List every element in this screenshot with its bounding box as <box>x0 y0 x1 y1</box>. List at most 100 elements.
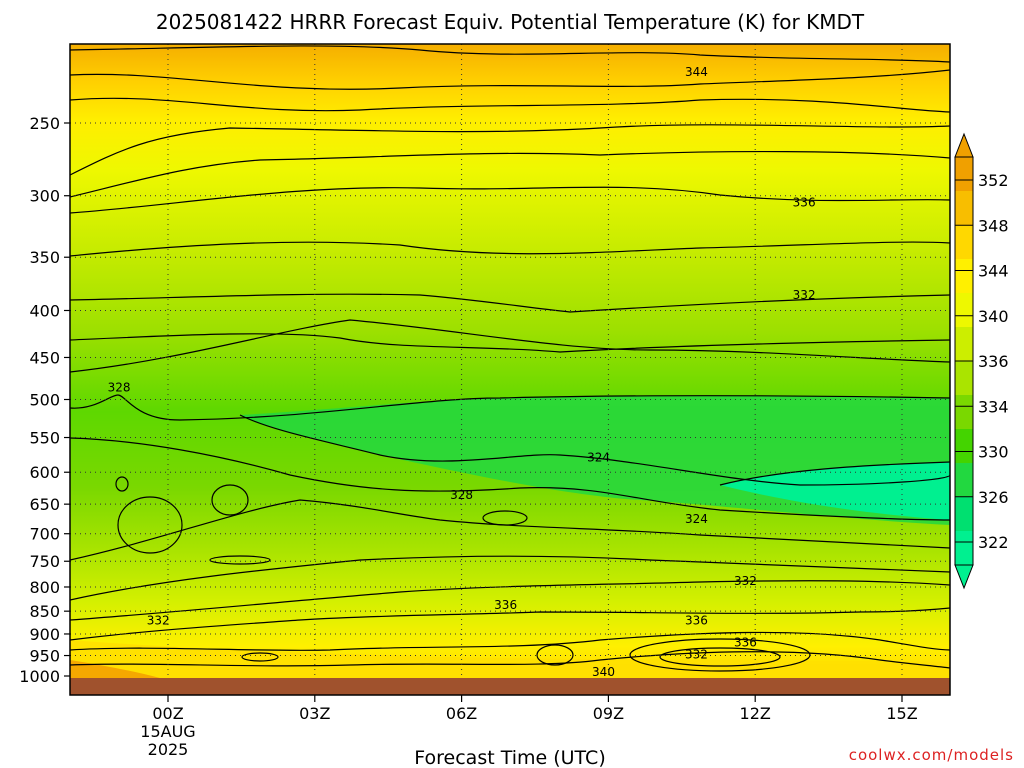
contour-line <box>70 607 950 641</box>
contour-line <box>70 437 950 521</box>
contour-label: 324 <box>587 450 610 464</box>
contour-line <box>70 97 950 113</box>
contour-closed <box>209 555 271 565</box>
colorbar-top-arrow <box>954 132 974 158</box>
contour-closed <box>629 638 811 672</box>
contour-line <box>70 394 950 421</box>
chart-title: 2025081422 HRRR Forecast Equiv. Potentia… <box>156 10 865 34</box>
contour-line <box>70 241 950 257</box>
colorbar-bottom-arrow <box>954 564 974 590</box>
field-core-322 <box>720 462 950 520</box>
y-tick-label: 900 <box>29 625 60 644</box>
colorbar-label: 326 <box>978 488 1009 507</box>
colorbar-label: 344 <box>978 262 1009 281</box>
y-tick-label: 1000 <box>19 667 60 686</box>
contour-label: 332 <box>734 574 757 588</box>
contour-label: 344 <box>685 65 708 79</box>
y-tick-label: 250 <box>29 114 60 133</box>
colorbar-label: 330 <box>978 443 1009 462</box>
ground-surface <box>70 678 950 695</box>
colorbar-label: 340 <box>978 307 1009 326</box>
credit-text: coolwx.com/models <box>849 746 1014 764</box>
x-tick-label: 09Z <box>593 704 624 723</box>
contour-line <box>239 414 950 486</box>
y-axis: 250 300 350 400 450 500 550 600 650 700 750 800 850 9… <box>19 114 70 686</box>
y-tick-label: 500 <box>29 391 60 410</box>
x-tick-label: 06Z <box>446 704 477 723</box>
contour-line <box>70 45 950 63</box>
colorbar-swatch <box>955 395 973 430</box>
contour-closed <box>241 652 279 662</box>
colorbar-swatch <box>955 463 973 498</box>
contour-closed <box>482 510 528 526</box>
contour-label: 332 <box>793 288 816 302</box>
contour-line <box>70 651 950 669</box>
y-tick-label: 550 <box>29 429 60 448</box>
y-tick-label: 750 <box>29 552 60 571</box>
x-tick-label: 15Z <box>886 704 917 723</box>
y-tick-label: 700 <box>29 525 60 544</box>
contour-label: 332 <box>147 613 170 627</box>
x-tick-label: 12Z <box>740 704 771 723</box>
y-tick-label: 800 <box>29 578 60 597</box>
colorbar-swatch <box>955 531 973 566</box>
grid-lines <box>70 44 950 678</box>
colorbar-swatch <box>955 497 973 532</box>
colorbar-swatch <box>955 157 973 192</box>
colorbar-label: 352 <box>978 171 1009 190</box>
colorbar-swatch <box>955 225 973 260</box>
contour-line <box>70 69 950 90</box>
y-tick-label: 350 <box>29 248 60 267</box>
contour-line <box>70 319 950 373</box>
contour-label: 336 <box>734 636 757 650</box>
colorbar-label: 334 <box>978 397 1009 416</box>
contour-closed <box>659 647 781 667</box>
contour-line <box>70 150 950 198</box>
contour-line <box>70 499 950 561</box>
contour-label: 336 <box>793 195 816 209</box>
contour-line <box>70 124 950 176</box>
contour-label: 332 <box>685 648 708 662</box>
contour-closed <box>115 476 129 492</box>
contour-closed <box>536 644 574 666</box>
colorbar-swatch <box>955 429 973 464</box>
y-tick-label: 950 <box>29 647 60 666</box>
y-tick-label: 850 <box>29 602 60 621</box>
field-background <box>70 44 950 678</box>
colorbar-label: 322 <box>978 533 1009 552</box>
contour-label: 328 <box>450 488 473 502</box>
contour-line <box>70 293 950 313</box>
contour-lines <box>70 45 950 672</box>
y-tick-label: 450 <box>29 348 60 367</box>
colorbar-swatch <box>955 361 973 396</box>
colorbar: 352 348 344 340 336 334 330 326 322 <box>954 132 1009 590</box>
contour-line <box>70 555 950 601</box>
field-low-warm <box>70 640 950 678</box>
contour-label: 348 <box>108 33 131 47</box>
contour-label: 328 <box>108 380 131 394</box>
contour-label: 340 <box>592 665 615 679</box>
x-tick-label: 00Z <box>152 704 183 723</box>
contour-line <box>70 631 950 651</box>
x-axis: 00Z 03Z 06Z 09Z 12Z 15Z <box>152 695 918 723</box>
x-axis-title: Forecast Time (UTC) <box>414 747 605 768</box>
colorbar-swatch <box>955 327 973 362</box>
y-tick-label: 600 <box>29 463 60 482</box>
contour-label: 336 <box>494 598 517 612</box>
colorbar-label: 336 <box>978 352 1009 371</box>
contour-label: 324 <box>685 512 708 526</box>
x-date-label-day: 15AUG <box>140 722 195 741</box>
plot-frame <box>69 43 951 696</box>
contour-line <box>719 461 950 486</box>
x-date-label-year: 2025 <box>148 740 189 759</box>
y-tick-label: 300 <box>29 187 60 206</box>
y-tick-label: 650 <box>29 495 60 514</box>
colorbar-label: 348 <box>978 216 1009 235</box>
colorbar-swatch <box>955 191 973 226</box>
contour-line <box>70 580 950 621</box>
colorbar-swatch <box>955 259 973 294</box>
x-tick-label: 03Z <box>299 704 330 723</box>
contour-line <box>70 333 950 353</box>
